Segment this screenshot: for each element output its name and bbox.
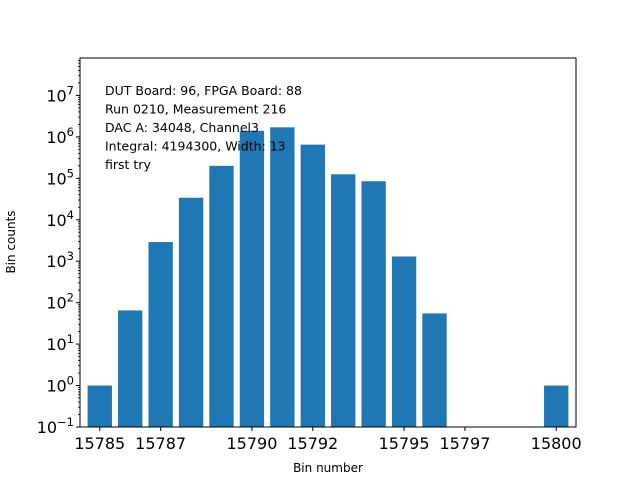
y-tick-label: 105 bbox=[46, 166, 74, 188]
bar-15790 bbox=[239, 130, 265, 427]
x-tick-label: 15787 bbox=[135, 434, 186, 453]
bar-15800 bbox=[544, 385, 569, 427]
y-tick-label: 101 bbox=[46, 332, 74, 354]
plot-frame bbox=[79, 57, 577, 428]
y-tick-label: 102 bbox=[46, 291, 74, 313]
y-tick-label: 100 bbox=[46, 374, 74, 396]
x-tick-label: 15797 bbox=[439, 434, 490, 453]
y-tick-label: 10−1 bbox=[37, 415, 74, 437]
bar-15792 bbox=[300, 144, 325, 427]
x-tick-label: 15795 bbox=[379, 434, 430, 453]
x-tick-label: 15785 bbox=[74, 434, 125, 453]
bar-15786 bbox=[118, 310, 143, 427]
y-tick-label: 103 bbox=[46, 249, 74, 271]
x-axis-ticks: 15785 15787 15790 15792 15795 15797 15800 bbox=[74, 427, 582, 453]
annotation-line: Integral: 4194300, Width: 13 bbox=[105, 139, 286, 154]
bar-15796 bbox=[422, 313, 447, 427]
bar-15794 bbox=[361, 181, 386, 427]
bar-15791 bbox=[270, 127, 295, 427]
annotation-line: DUT Board: 96, FPGA Board: 88 bbox=[105, 83, 302, 98]
bar-15787 bbox=[148, 242, 173, 427]
annotation-line: Run 0210, Measurement 216 bbox=[105, 102, 286, 117]
y-tick-label: 104 bbox=[46, 208, 74, 230]
bar-15785 bbox=[87, 385, 112, 427]
x-tick-label: 15800 bbox=[531, 434, 582, 453]
bar-15788 bbox=[178, 197, 204, 427]
y-tick-label: 106 bbox=[46, 125, 74, 147]
y-axis-ticks: 10−1 100 101 102 103 104 105 106 107 bbox=[37, 60, 80, 437]
annotation-block: DUT Board: 96, FPGA Board: 88 Run 0210, M… bbox=[105, 83, 302, 172]
bar-15789 bbox=[209, 165, 234, 428]
x-tick-label: 15790 bbox=[226, 434, 277, 453]
annotation-line: first try bbox=[105, 157, 151, 172]
x-axis-label: Bin number bbox=[293, 461, 363, 475]
bar-15793 bbox=[331, 174, 356, 427]
y-axis-label: Bin counts bbox=[4, 210, 18, 273]
annotation-line: DAC A: 34048, Channel3 bbox=[105, 120, 259, 135]
y-tick-label: 107 bbox=[46, 83, 74, 105]
bar-15795 bbox=[391, 256, 417, 427]
x-tick-label: 15792 bbox=[287, 434, 338, 453]
bars-group bbox=[87, 127, 569, 428]
